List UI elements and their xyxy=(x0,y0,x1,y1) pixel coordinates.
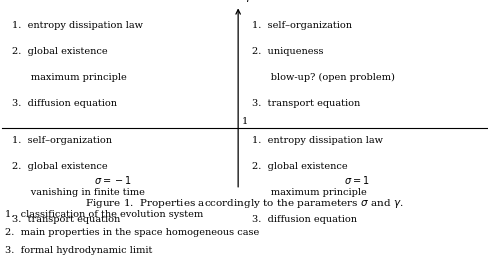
Text: 1.  self–organization: 1. self–organization xyxy=(12,136,112,145)
Text: 3.  formal hydrodynamic limit: 3. formal hydrodynamic limit xyxy=(5,246,152,255)
Text: vanishing in finite time: vanishing in finite time xyxy=(12,188,145,197)
Text: 2.  main properties in the space homogeneous case: 2. main properties in the space homogene… xyxy=(5,228,259,237)
Text: 1.  self–organization: 1. self–organization xyxy=(251,21,351,30)
Text: 2.  uniqueness: 2. uniqueness xyxy=(251,47,323,56)
Text: 3.  transport equation: 3. transport equation xyxy=(12,214,120,224)
Text: $\gamma$: $\gamma$ xyxy=(244,0,253,4)
Text: maximum principle: maximum principle xyxy=(12,73,127,82)
Text: $\sigma = -1$: $\sigma = -1$ xyxy=(94,174,131,186)
Text: 2.  global existence: 2. global existence xyxy=(251,162,347,171)
Text: maximum principle: maximum principle xyxy=(251,188,366,197)
Text: 3.  diffusion equation: 3. diffusion equation xyxy=(12,99,117,108)
Text: 2.  global existence: 2. global existence xyxy=(12,162,108,171)
Text: Figure 1.  Properties accordingly to the parameters $\sigma$ and $\gamma$.: Figure 1. Properties accordingly to the … xyxy=(85,197,403,210)
Text: blow-up? (open problem): blow-up? (open problem) xyxy=(251,73,394,82)
Text: $\sigma = 1$: $\sigma = 1$ xyxy=(344,174,369,186)
Text: 3.  transport equation: 3. transport equation xyxy=(251,99,359,108)
Text: 1.  entropy dissipation law: 1. entropy dissipation law xyxy=(12,21,143,30)
Text: 2.  global existence: 2. global existence xyxy=(12,47,108,56)
Text: 1: 1 xyxy=(242,117,248,126)
Text: 3.  diffusion equation: 3. diffusion equation xyxy=(251,214,356,224)
Text: 1.  entropy dissipation law: 1. entropy dissipation law xyxy=(251,136,382,145)
Text: 1.  classification of the evolution system: 1. classification of the evolution syste… xyxy=(5,210,203,219)
